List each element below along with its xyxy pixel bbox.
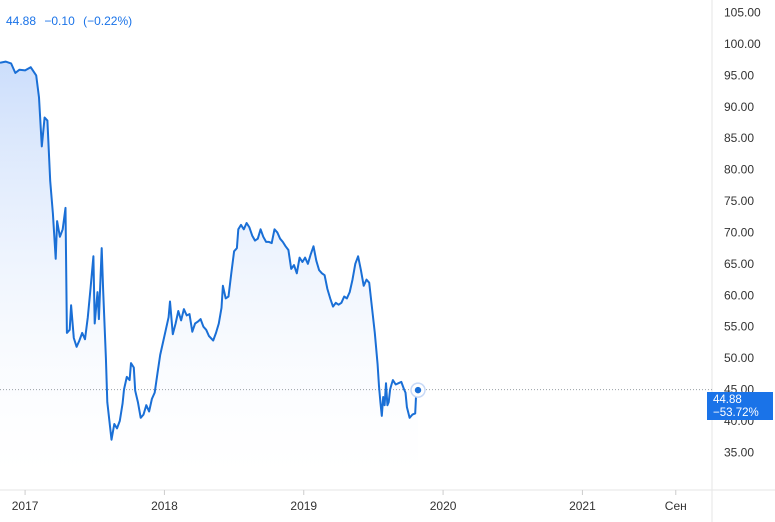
y-tick-label: 80.00	[724, 163, 754, 177]
x-tick-label: Сен	[665, 499, 687, 513]
x-tick-label: 2019	[290, 499, 317, 513]
x-tick-label: 2017	[12, 499, 39, 513]
y-tick-label: 70.00	[724, 225, 754, 239]
y-tick-label: 75.00	[724, 194, 754, 208]
last-point-marker	[414, 386, 422, 394]
price-change: −0.10	[44, 14, 75, 28]
y-tick-label: 105.00	[724, 6, 761, 20]
line-layer	[0, 60, 419, 441]
y-tick-label: 95.00	[724, 68, 754, 82]
price-change-percent: (−0.22%)	[83, 14, 133, 28]
price-header: 44.88 −0.10 (−0.22%)	[6, 14, 137, 28]
badge-change-percent: −53.72%	[713, 407, 759, 419]
x-tick-label: 2021	[569, 499, 596, 513]
x-tick-label: 2018	[151, 499, 178, 513]
y-tick-label: 90.00	[724, 100, 754, 114]
y-tick-label: 55.00	[724, 320, 754, 334]
y-tick-label: 35.00	[724, 445, 754, 459]
series-line	[0, 60, 419, 441]
y-tick-label: 50.00	[724, 351, 754, 365]
series-area	[0, 61, 418, 476]
y-tick-label: 100.00	[724, 37, 761, 51]
area-layer	[0, 61, 418, 476]
y-tick-label: 85.00	[724, 131, 754, 145]
x-tick-label: 2020	[430, 499, 457, 513]
badge-price: 44.88	[713, 394, 742, 406]
x-axis-ticks: 2017 2018 2019 2020 2021 Сен	[12, 490, 687, 513]
last-price-badge: 44.88 −53.72%	[707, 392, 773, 420]
marker-layer	[410, 382, 426, 398]
y-tick-label: 65.00	[724, 257, 754, 271]
y-tick-label: 60.00	[724, 288, 754, 302]
current-price: 44.88	[6, 14, 37, 28]
y-axis-ticks: 105.00 100.00 95.00 90.00 85.00 80.00 75.00 70.…	[724, 6, 761, 460]
